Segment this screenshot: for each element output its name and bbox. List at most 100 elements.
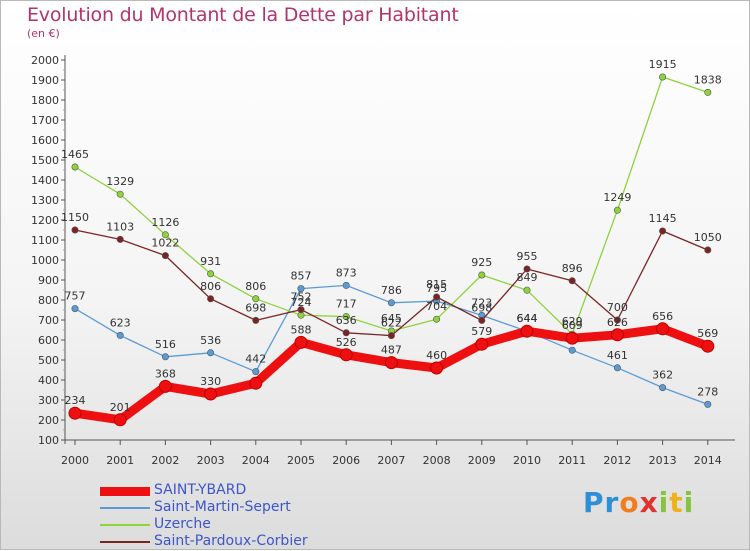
x-tick-label: 2012	[603, 454, 631, 467]
data-label-uzerche: 1126	[151, 216, 179, 229]
legend-swatch	[100, 486, 150, 496]
y-tick-label: 300	[38, 394, 59, 407]
data-label-uzerche: 629	[562, 315, 583, 328]
data-label-saint-ybard: 201	[110, 401, 131, 414]
data-point-saint-ybard	[610, 328, 624, 342]
legend-item: Uzerche	[100, 516, 420, 534]
x-tick-label: 2007	[377, 454, 405, 467]
data-label-uzerche: 806	[245, 280, 266, 293]
y-tick-label: 1600	[31, 134, 59, 147]
data-label-saint-pardoux-corbier: 1150	[61, 211, 89, 224]
chart-series	[68, 73, 715, 427]
data-label-saint-pardoux-corbier: 1103	[106, 220, 134, 233]
data-label-uzerche: 1838	[694, 73, 722, 86]
x-tick-label: 2005	[287, 454, 315, 467]
data-point-saint-pardoux-corbier	[161, 252, 169, 260]
data-label-saint-ybard: 460	[426, 349, 447, 362]
data-point-uzerche	[116, 190, 124, 198]
y-tick-label: 1800	[31, 94, 59, 107]
data-point-saint-ybard	[294, 335, 308, 349]
data-label-saint-pardoux-corbier: 955	[517, 250, 538, 263]
data-label-saint-martin-sepert: 857	[291, 270, 312, 283]
data-point-saint-martin-sepert	[207, 349, 215, 357]
data-label-uzerche: 1249	[603, 191, 631, 204]
data-point-saint-pardoux-corbier	[297, 306, 305, 314]
data-point-uzerche	[523, 286, 531, 294]
data-label-uzerche: 849	[517, 271, 538, 284]
data-label-uzerche: 724	[291, 296, 312, 309]
data-point-saint-pardoux-corbier	[613, 316, 621, 324]
x-tick-label: 2010	[513, 454, 541, 467]
data-point-saint-martin-sepert	[659, 384, 667, 392]
legend-label: SAINT-YBARD	[154, 482, 247, 498]
data-label-saint-ybard: 644	[517, 312, 538, 325]
proxiti-logo: Proxiti	[583, 486, 694, 519]
data-point-uzerche	[342, 313, 350, 321]
x-tick-label: 2000	[61, 454, 89, 467]
y-tick-label: 600	[38, 334, 59, 347]
data-label-saint-martin-sepert: 442	[245, 353, 266, 366]
data-label-saint-pardoux-corbier: 752	[291, 291, 312, 304]
data-label-saint-ybard: 588	[291, 323, 312, 336]
data-label-saint-martin-sepert: 536	[200, 334, 221, 347]
data-point-saint-pardoux-corbier	[71, 226, 79, 234]
x-tick-label: 2001	[106, 454, 134, 467]
y-tick-label: 1100	[31, 234, 59, 247]
data-label-saint-martin-sepert: 644	[517, 312, 538, 325]
data-label-uzerche: 1465	[61, 148, 89, 161]
y-tick-label: 1400	[31, 174, 59, 187]
data-label-saint-martin-sepert: 362	[652, 369, 673, 382]
y-tick-label: 200	[38, 414, 59, 427]
chart-subtitle: (en €)	[27, 27, 60, 40]
data-label-saint-ybard: 579	[471, 325, 492, 338]
data-label-saint-martin-sepert: 623	[110, 316, 131, 329]
data-point-saint-pardoux-corbier	[704, 246, 712, 254]
data-label-saint-pardoux-corbier: 1145	[649, 212, 677, 225]
data-point-saint-martin-sepert	[161, 353, 169, 361]
x-tick-label: 2013	[649, 454, 677, 467]
data-point-saint-ybard	[113, 413, 127, 427]
data-point-saint-martin-sepert	[297, 285, 305, 293]
chart-title: Evolution du Montant de la Dette par Hab…	[27, 4, 459, 26]
data-point-saint-martin-sepert	[568, 346, 576, 354]
legend-swatch	[100, 507, 150, 509]
data-point-saint-pardoux-corbier	[433, 293, 441, 301]
y-tick-label: 1700	[31, 114, 59, 127]
y-tick-label: 1300	[31, 194, 59, 207]
x-tick-label: 2006	[332, 454, 360, 467]
data-point-saint-ybard	[204, 387, 218, 401]
x-tick-label: 2003	[197, 454, 225, 467]
data-point-uzerche	[433, 315, 441, 323]
legend-item: Saint-Pardoux-Corbier	[100, 533, 420, 551]
logo-letter: r	[604, 486, 620, 519]
data-label-saint-pardoux-corbier: 815	[426, 278, 447, 291]
data-point-saint-ybard	[430, 361, 444, 375]
data-label-uzerche: 931	[200, 255, 221, 268]
legend-swatch	[100, 541, 150, 543]
data-point-saint-ybard	[475, 337, 489, 351]
data-point-saint-pardoux-corbier	[207, 295, 215, 303]
y-tick-label: 400	[38, 374, 59, 387]
data-point-saint-pardoux-corbier	[523, 265, 531, 273]
y-tick-label: 800	[38, 294, 59, 307]
data-point-saint-pardoux-corbier	[116, 235, 124, 243]
data-label-saint-martin-sepert: 516	[155, 338, 176, 351]
data-point-uzerche	[207, 270, 215, 278]
data-label-saint-martin-sepert: 795	[426, 282, 447, 295]
data-label-saint-pardoux-corbier: 1050	[694, 231, 722, 244]
logo-letter: t	[669, 486, 684, 519]
legend-label: Saint-Pardoux-Corbier	[154, 533, 308, 549]
data-label-uzerche: 925	[471, 256, 492, 269]
x-tick-label: 2014	[694, 454, 722, 467]
data-label-saint-pardoux-corbier: 698	[471, 301, 492, 314]
data-point-saint-ybard	[701, 339, 715, 353]
logo-letter: o	[619, 486, 640, 519]
data-point-saint-ybard	[520, 324, 534, 338]
y-tick-label: 1900	[31, 74, 59, 87]
data-point-uzerche	[704, 88, 712, 96]
data-label-saint-pardoux-corbier: 1022	[151, 237, 179, 250]
y-tick-label: 1500	[31, 154, 59, 167]
data-point-saint-martin-sepert	[116, 331, 124, 339]
